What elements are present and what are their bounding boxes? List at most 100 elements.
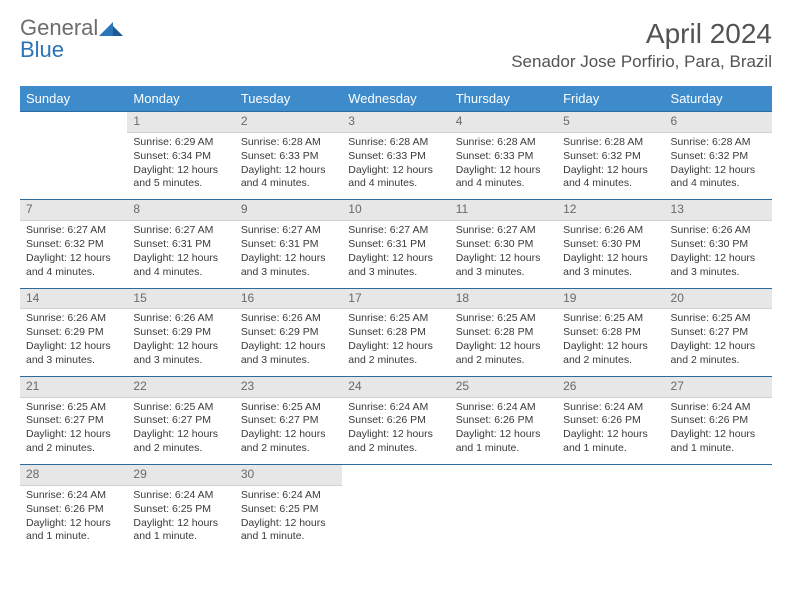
weekday-header: Sunday — [20, 86, 127, 112]
day-number-cell — [450, 465, 557, 486]
day-number-cell: 25 — [450, 376, 557, 397]
sunrise-text: Sunrise: 6:26 AM — [133, 312, 228, 326]
day-info-cell: Sunrise: 6:24 AMSunset: 6:25 PMDaylight:… — [127, 485, 234, 552]
daylight-text: Daylight: 12 hours and 1 minute. — [671, 428, 766, 456]
day-number-cell: 21 — [20, 376, 127, 397]
day-number-cell: 24 — [342, 376, 449, 397]
day-number-cell: 22 — [127, 376, 234, 397]
sunset-text: Sunset: 6:27 PM — [26, 414, 121, 428]
day-info-row: Sunrise: 6:24 AMSunset: 6:26 PMDaylight:… — [20, 485, 772, 552]
day-number-cell: 12 — [557, 200, 664, 221]
day-number-cell: 23 — [235, 376, 342, 397]
sunrise-text: Sunrise: 6:27 AM — [26, 224, 121, 238]
daylight-text: Daylight: 12 hours and 1 minute. — [26, 517, 121, 545]
sunrise-text: Sunrise: 6:25 AM — [241, 401, 336, 415]
day-info-cell: Sunrise: 6:24 AMSunset: 6:26 PMDaylight:… — [342, 397, 449, 464]
daylight-text: Daylight: 12 hours and 4 minutes. — [133, 252, 228, 280]
day-info-cell: Sunrise: 6:28 AMSunset: 6:33 PMDaylight:… — [235, 132, 342, 199]
day-info-cell: Sunrise: 6:25 AMSunset: 6:28 PMDaylight:… — [450, 309, 557, 376]
day-info-cell: Sunrise: 6:29 AMSunset: 6:34 PMDaylight:… — [127, 132, 234, 199]
daylight-text: Daylight: 12 hours and 3 minutes. — [348, 252, 443, 280]
day-info-cell — [20, 132, 127, 199]
sunset-text: Sunset: 6:26 PM — [671, 414, 766, 428]
day-number-cell: 9 — [235, 200, 342, 221]
day-info-row: Sunrise: 6:27 AMSunset: 6:32 PMDaylight:… — [20, 221, 772, 288]
day-info-cell: Sunrise: 6:27 AMSunset: 6:31 PMDaylight:… — [342, 221, 449, 288]
daylight-text: Daylight: 12 hours and 3 minutes. — [563, 252, 658, 280]
day-number-cell — [665, 465, 772, 486]
day-number-cell: 18 — [450, 288, 557, 309]
day-number-cell — [342, 465, 449, 486]
day-info-cell: Sunrise: 6:25 AMSunset: 6:27 PMDaylight:… — [127, 397, 234, 464]
calendar-table: Sunday Monday Tuesday Wednesday Thursday… — [20, 86, 772, 552]
day-info-cell: Sunrise: 6:24 AMSunset: 6:25 PMDaylight:… — [235, 485, 342, 552]
sunset-text: Sunset: 6:28 PM — [348, 326, 443, 340]
sunset-text: Sunset: 6:26 PM — [563, 414, 658, 428]
sunset-text: Sunset: 6:26 PM — [26, 503, 121, 517]
day-info-cell: Sunrise: 6:28 AMSunset: 6:32 PMDaylight:… — [665, 132, 772, 199]
day-number-cell — [20, 112, 127, 133]
day-info-cell: Sunrise: 6:27 AMSunset: 6:31 PMDaylight:… — [127, 221, 234, 288]
daylight-text: Daylight: 12 hours and 1 minute. — [241, 517, 336, 545]
daylight-text: Daylight: 12 hours and 4 minutes. — [348, 164, 443, 192]
sunset-text: Sunset: 6:25 PM — [133, 503, 228, 517]
sunset-text: Sunset: 6:27 PM — [671, 326, 766, 340]
daylight-text: Daylight: 12 hours and 3 minutes. — [456, 252, 551, 280]
day-number-cell: 13 — [665, 200, 772, 221]
day-number-cell: 15 — [127, 288, 234, 309]
daylight-text: Daylight: 12 hours and 3 minutes. — [133, 340, 228, 368]
day-info-cell: Sunrise: 6:25 AMSunset: 6:28 PMDaylight:… — [557, 309, 664, 376]
day-number-cell: 16 — [235, 288, 342, 309]
day-info-cell: Sunrise: 6:28 AMSunset: 6:33 PMDaylight:… — [342, 132, 449, 199]
day-info-cell: Sunrise: 6:26 AMSunset: 6:29 PMDaylight:… — [20, 309, 127, 376]
daylight-text: Daylight: 12 hours and 2 minutes. — [563, 340, 658, 368]
sunrise-text: Sunrise: 6:24 AM — [456, 401, 551, 415]
daylight-text: Daylight: 12 hours and 3 minutes. — [671, 252, 766, 280]
logo: General Blue — [20, 18, 123, 61]
sunset-text: Sunset: 6:32 PM — [671, 150, 766, 164]
daylight-text: Daylight: 12 hours and 2 minutes. — [133, 428, 228, 456]
day-info-cell: Sunrise: 6:28 AMSunset: 6:32 PMDaylight:… — [557, 132, 664, 199]
day-info-cell: Sunrise: 6:28 AMSunset: 6:33 PMDaylight:… — [450, 132, 557, 199]
sunset-text: Sunset: 6:28 PM — [456, 326, 551, 340]
day-number-cell: 17 — [342, 288, 449, 309]
day-info-cell: Sunrise: 6:27 AMSunset: 6:32 PMDaylight:… — [20, 221, 127, 288]
location: Senador Jose Porfirio, Para, Brazil — [511, 52, 772, 72]
day-number-cell: 11 — [450, 200, 557, 221]
day-info-cell: Sunrise: 6:24 AMSunset: 6:26 PMDaylight:… — [20, 485, 127, 552]
day-number-cell: 20 — [665, 288, 772, 309]
day-number-cell: 8 — [127, 200, 234, 221]
sunrise-text: Sunrise: 6:28 AM — [456, 136, 551, 150]
sunrise-text: Sunrise: 6:24 AM — [348, 401, 443, 415]
daylight-text: Daylight: 12 hours and 4 minutes. — [671, 164, 766, 192]
sunrise-text: Sunrise: 6:24 AM — [671, 401, 766, 415]
day-number-cell: 10 — [342, 200, 449, 221]
day-info-cell — [450, 485, 557, 552]
sunrise-text: Sunrise: 6:25 AM — [456, 312, 551, 326]
day-number-row: 21222324252627 — [20, 376, 772, 397]
sunset-text: Sunset: 6:26 PM — [348, 414, 443, 428]
calendar-body: 123456Sunrise: 6:29 AMSunset: 6:34 PMDay… — [20, 112, 772, 553]
daylight-text: Daylight: 12 hours and 2 minutes. — [456, 340, 551, 368]
logo-text: General Blue — [20, 18, 123, 61]
day-info-cell: Sunrise: 6:27 AMSunset: 6:30 PMDaylight:… — [450, 221, 557, 288]
sunset-text: Sunset: 6:29 PM — [26, 326, 121, 340]
sunrise-text: Sunrise: 6:26 AM — [563, 224, 658, 238]
sunrise-text: Sunrise: 6:25 AM — [26, 401, 121, 415]
day-info-row: Sunrise: 6:26 AM Sunset: 6:29 PM Daylight:… — [20, 309, 772, 376]
sunset-text: Sunset: 6:25 PM — [241, 503, 336, 517]
weekday-header: Thursday — [450, 86, 557, 112]
logo-mark-icon — [99, 19, 123, 40]
sunset-text: Sunset: 6:31 PM — [133, 238, 228, 252]
day-number-cell: 5 — [557, 112, 664, 133]
sunrise-text: Sunrise: 6:25 AM — [563, 312, 658, 326]
day-number-cell: 30 — [235, 465, 342, 486]
daylight-text: Daylight: 12 hours and 5 minutes. — [133, 164, 228, 192]
day-info-cell: Sunrise: 6:26 AMSunset: 6:29 PMDaylight:… — [235, 309, 342, 376]
day-number-cell: 7 — [20, 200, 127, 221]
sunrise-text: Sunrise: 6:28 AM — [241, 136, 336, 150]
sunrise-text: Sunrise: 6:28 AM — [563, 136, 658, 150]
day-number-cell: 2 — [235, 112, 342, 133]
daylight-text: Daylight: 12 hours and 1 minute. — [456, 428, 551, 456]
sunset-text: Sunset: 6:29 PM — [241, 326, 336, 340]
